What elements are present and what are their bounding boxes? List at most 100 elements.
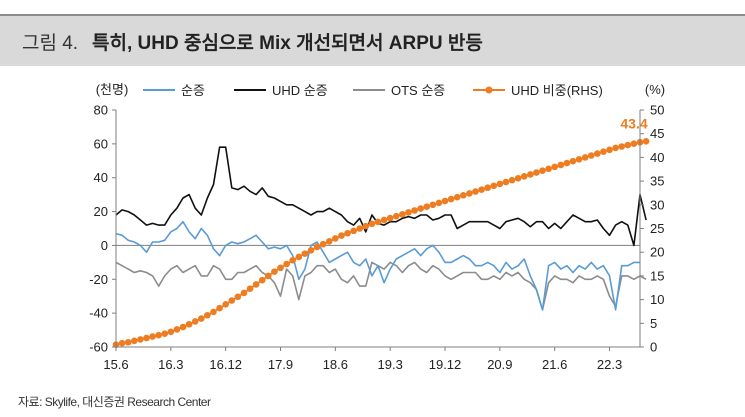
uhd-share-point [539, 167, 546, 174]
uhd-share-point [606, 146, 613, 154]
figure-number: 그림 4. [22, 33, 79, 54]
uhd-share-point [350, 227, 357, 235]
uhd-share-point [210, 308, 217, 316]
uhd-share-point [124, 338, 132, 346]
x-tick-label: 20.9 [487, 357, 512, 372]
uhd-share-point [392, 212, 400, 220]
legend-ots-net-label: OTS 순증 [391, 83, 445, 98]
ots-net-adds-line [115, 261, 647, 311]
uhd-share-point [368, 220, 376, 228]
uhd-share-point [551, 163, 558, 171]
uhd-share-point [222, 301, 229, 308]
uhd-net-adds-line [115, 146, 647, 247]
uhd-share-point [283, 260, 290, 268]
uhd-share-point [533, 169, 540, 176]
uhd-share-point [386, 214, 394, 222]
left-tick-label: 20 [94, 204, 108, 219]
uhd-share-point [411, 207, 418, 214]
uhd-share-point [143, 334, 150, 342]
uhd-share-point [569, 157, 577, 165]
uhd-share-point [295, 253, 303, 261]
left-tick-label: 60 [94, 136, 108, 151]
right-tick-label: 20 [650, 245, 664, 260]
uhd-share-point [587, 152, 595, 159]
uhd-share-point [514, 174, 522, 182]
uhd-share-point [520, 173, 528, 180]
uhd-share-point [356, 225, 364, 232]
uhd-share-point [204, 311, 211, 319]
right-tick-label: 35 [650, 174, 664, 189]
uhd-share-point [173, 326, 181, 333]
uhd-share-point [630, 140, 638, 147]
uhd-share-point [240, 289, 248, 297]
uhd-share-point [441, 197, 449, 205]
uhd-share-point [179, 323, 187, 331]
right-tick-label: 15 [650, 268, 664, 283]
right-tick-label: 50 [650, 103, 664, 118]
legend-uhd-share: UHD 비중(RHS) [473, 83, 603, 98]
uhd-share-point [149, 333, 156, 340]
uhd-share-point [478, 186, 485, 193]
uhd-share-point [155, 331, 162, 339]
right-axis-unit: (%) [645, 82, 665, 97]
legend-uhd-share-label: UHD 비중(RHS) [511, 83, 603, 98]
x-tick-label: 19.3 [378, 357, 403, 372]
uhd-share-point [624, 141, 632, 149]
uhd-share-point [460, 192, 467, 199]
uhd-share-point [447, 195, 455, 203]
right-tick-label: 5 [650, 316, 657, 331]
figure-title: 특히, UHD 중심으로 Mix 개선되면서 ARPU 반등 [92, 33, 483, 54]
uhd-share-point [600, 148, 607, 156]
x-tick-label: 16.3 [158, 357, 183, 372]
uhd-share-point [435, 199, 443, 207]
uhd-share-point [472, 188, 479, 195]
uhd-share-point [344, 229, 351, 237]
uhd-share-point [246, 285, 254, 292]
legend-ots-net: OTS 순증 [353, 83, 445, 98]
legend-net: 순증 [143, 83, 205, 98]
left-axis-unit: (천명) [96, 82, 129, 97]
net-adds-line [115, 220, 640, 311]
right-tick-label: 30 [650, 197, 664, 212]
uhd-share-point [642, 137, 650, 145]
uhd-share-point [374, 218, 382, 226]
uhd-share-point [399, 210, 406, 218]
legend-uhd-net-label: UHD 순증 [272, 83, 328, 98]
uhd-share-point [301, 250, 309, 257]
legend-uhd-share-marker [485, 86, 493, 94]
x-tick-label: 22.3 [597, 357, 622, 372]
x-tick-label: 15.6 [103, 357, 128, 372]
uhd-share-point [453, 193, 461, 201]
uhd-share-point [490, 182, 498, 190]
uhd-share-point [484, 184, 491, 192]
uhd-share-point [325, 237, 333, 245]
x-tick-label: 18.6 [323, 357, 348, 372]
x-tick-label: 21.6 [542, 357, 567, 372]
uhd-share-point [423, 203, 431, 210]
uhd-share-line [115, 140, 647, 346]
uhd-share-point [228, 297, 236, 304]
uhd-share-point [319, 240, 327, 248]
right-tick-label: 25 [650, 221, 664, 236]
legend-uhd-net: UHD 순증 [234, 83, 328, 98]
left-tick-label: -60 [89, 340, 108, 355]
uhd-share-point [307, 247, 315, 254]
uhd-share-point [563, 159, 571, 167]
uhd-share-point [496, 180, 504, 188]
uhd-share-point [265, 272, 272, 280]
uhd-share-point [545, 165, 552, 173]
uhd-share-point [271, 268, 278, 275]
legend: 순증 UHD 순증 OTS 순증 UHD 비중(RHS) [143, 83, 603, 98]
left-tick-label: -40 [89, 306, 108, 321]
source-note: 자료: Skylife, 대신증권 Research Center [18, 395, 211, 409]
uhd-share-point [185, 320, 193, 328]
right-tick-label: 40 [650, 150, 664, 165]
right-tick-label: 0 [650, 340, 657, 355]
uhd-share-point [332, 235, 339, 242]
uhd-share-point [216, 304, 223, 312]
uhd-share-point [137, 336, 144, 343]
uhd-share-point [161, 330, 169, 338]
uhd-share-point [405, 209, 412, 216]
uhd-share-point [191, 318, 199, 325]
